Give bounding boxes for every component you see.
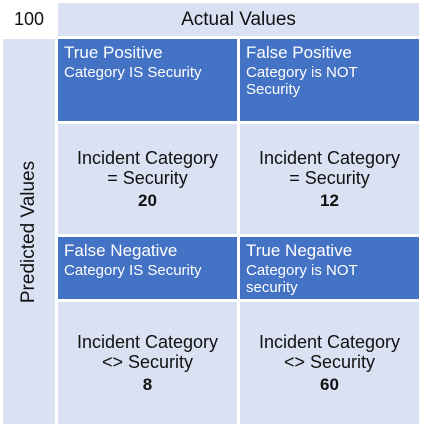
true-negative-count: 60: [320, 374, 339, 394]
true-positive-title: True Positive: [64, 43, 163, 62]
false-positive-value: Incident Category = Security 12: [240, 124, 419, 234]
true-negative-subtitle: Category is NOT security: [246, 261, 358, 296]
true-negative-line1: Incident Category: [258, 331, 401, 352]
false-negative-title: False Negative: [64, 241, 178, 260]
true-negative-label: True Negative Category is NOT security: [240, 237, 419, 299]
false-positive-line1: Incident Category: [258, 147, 401, 168]
false-positive-count: 12: [320, 190, 339, 210]
true-positive-count: 20: [138, 190, 157, 210]
true-positive-label: True Positive Category IS Security: [58, 39, 237, 121]
false-negative-subtitle: Category IS Security: [64, 261, 202, 279]
true-positive-subtitle: Category IS Security: [64, 63, 202, 81]
true-negative-line2: <> Security: [283, 352, 376, 373]
true-negative-title: True Negative: [246, 241, 353, 260]
true-negative-value: Incident Category <> Security 60: [240, 302, 419, 424]
false-negative-count: 8: [142, 374, 153, 394]
predicted-values-header: Predicted Values: [3, 39, 55, 424]
true-positive-value: Incident Category = Security 20: [58, 124, 237, 234]
false-positive-subtitle: Category is NOT Security: [246, 63, 358, 98]
false-positive-title: False Positive: [246, 43, 352, 62]
false-negative-line1: Incident Category: [76, 331, 219, 352]
predicted-values-label: Predicted Values: [18, 160, 40, 303]
confusion-matrix: 100 Actual Values Predicted Values True …: [3, 3, 419, 424]
true-positive-line1: Incident Category: [76, 147, 219, 168]
actual-values-header: Actual Values: [58, 3, 419, 36]
total-count: 100: [3, 3, 55, 36]
false-positive-line2: = Security: [289, 168, 370, 189]
true-positive-line2: = Security: [107, 168, 188, 189]
false-positive-label: False Positive Category is NOT Security: [240, 39, 419, 121]
false-negative-label: False Negative Category IS Security: [58, 237, 237, 299]
false-negative-line2: <> Security: [101, 352, 194, 373]
false-negative-value: Incident Category <> Security 8: [58, 302, 237, 424]
